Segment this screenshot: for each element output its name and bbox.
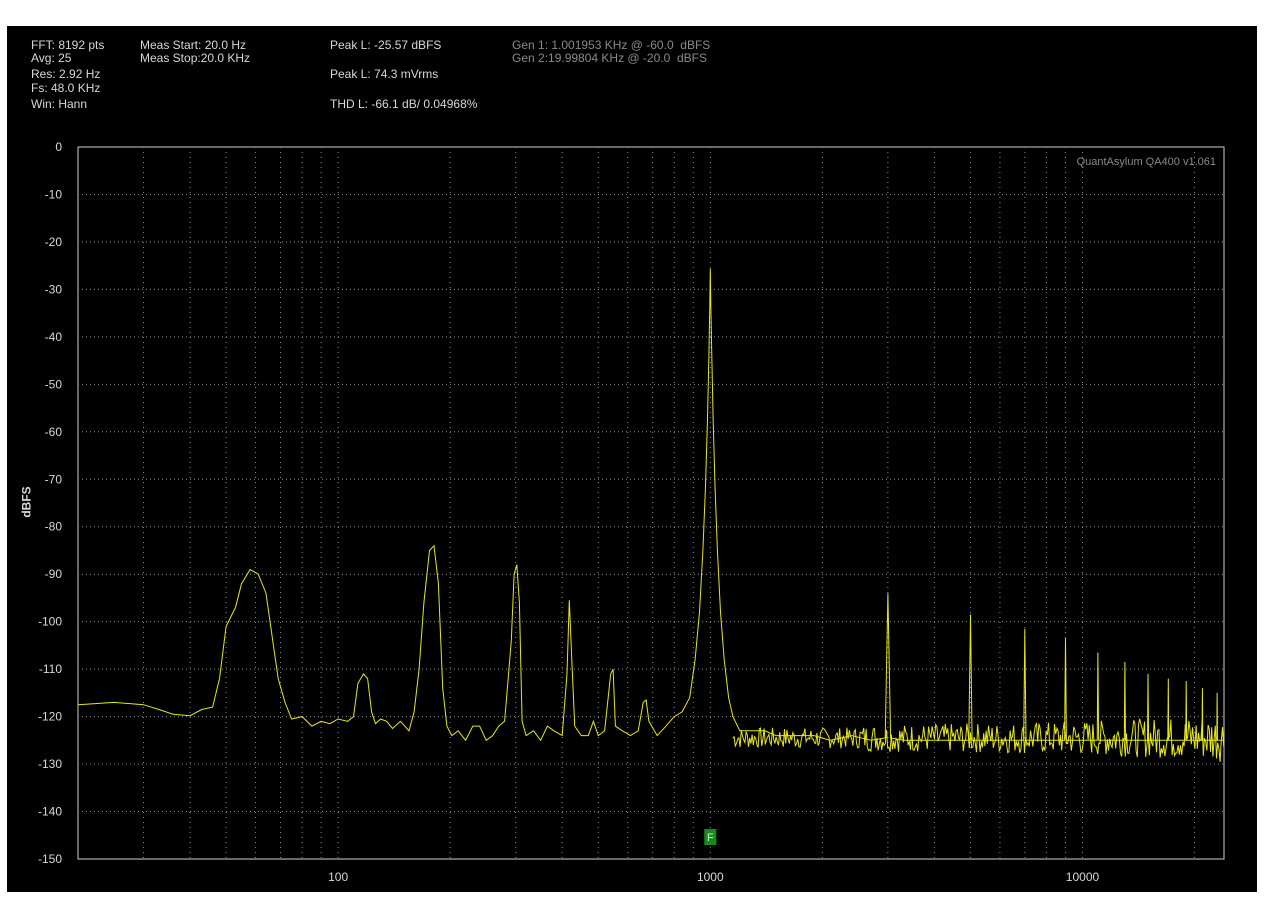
y-tick-label: -100 — [38, 615, 62, 629]
meas-stop-readout: Meas Stop:20.0 KHz — [140, 51, 251, 65]
gen2-readout: Gen 2:19.99804 KHz @ -20.0 dBFS — [512, 51, 707, 65]
y-tick-label: -50 — [45, 377, 63, 391]
y-tick-label: 0 — [55, 140, 62, 154]
y-tick-label: -20 — [45, 235, 63, 249]
plot-border — [77, 146, 1225, 860]
fft-points-readout: FFT: 8192 pts — [31, 38, 105, 52]
peak-vrms-readout: Peak L: 74.3 mVrms — [330, 67, 439, 81]
spectrum-chart: 0 -10 -20 -30 -40 -50 -60 -70 -80 -90 -100 -110 -120… — [38, 140, 1225, 884]
y-tick-label: -40 — [45, 330, 63, 344]
y-tick-label: -70 — [45, 472, 63, 486]
plot-window: FFT: 8192 pts Avg: 25 Res: 2.92 Hz Fs: 4… — [7, 26, 1257, 892]
x-tick-label: 100 — [328, 870, 348, 884]
y-tick-label: -140 — [38, 805, 62, 819]
fundamental-marker — [704, 829, 717, 845]
y-tick-label: -130 — [38, 757, 62, 771]
x-tick-label: 10000 — [1066, 870, 1100, 884]
x-tick-label: 1000 — [697, 870, 724, 884]
y-tick-label: -120 — [38, 710, 62, 724]
sample-rate-readout: Fs: 48.0 KHz — [31, 81, 101, 95]
y-tick-label: -110 — [39, 662, 62, 676]
peak-dbfs-readout: Peak L: -25.57 dBFS — [330, 38, 442, 52]
y-tick-label: -80 — [45, 520, 63, 534]
noise-floor-trace — [732, 718, 1224, 762]
y-tick-label: -150 — [38, 852, 62, 866]
fundamental-marker-label: F — [707, 832, 714, 844]
y-tick-label: -30 — [45, 282, 63, 296]
window-readout: Win: Hann — [31, 97, 88, 111]
watermark-label: QuantAsylum QA400 v1.061 — [1077, 156, 1216, 168]
thd-readout: THD L: -66.1 dB/ 0.04968% — [330, 97, 478, 111]
y-tick-label: -10 — [45, 187, 63, 201]
spectrum-trace — [78, 268, 1224, 742]
y-tick-label: -60 — [45, 425, 63, 439]
gen1-readout: Gen 1: 1.001953 KHz @ -60.0 dBFS — [512, 38, 711, 52]
y-tick-label: -90 — [45, 567, 63, 581]
resolution-readout: Res: 2.92 Hz — [31, 67, 101, 81]
averages-readout: Avg: 25 — [31, 51, 72, 65]
meas-start-readout: Meas Start: 20.0 Hz — [140, 38, 247, 52]
